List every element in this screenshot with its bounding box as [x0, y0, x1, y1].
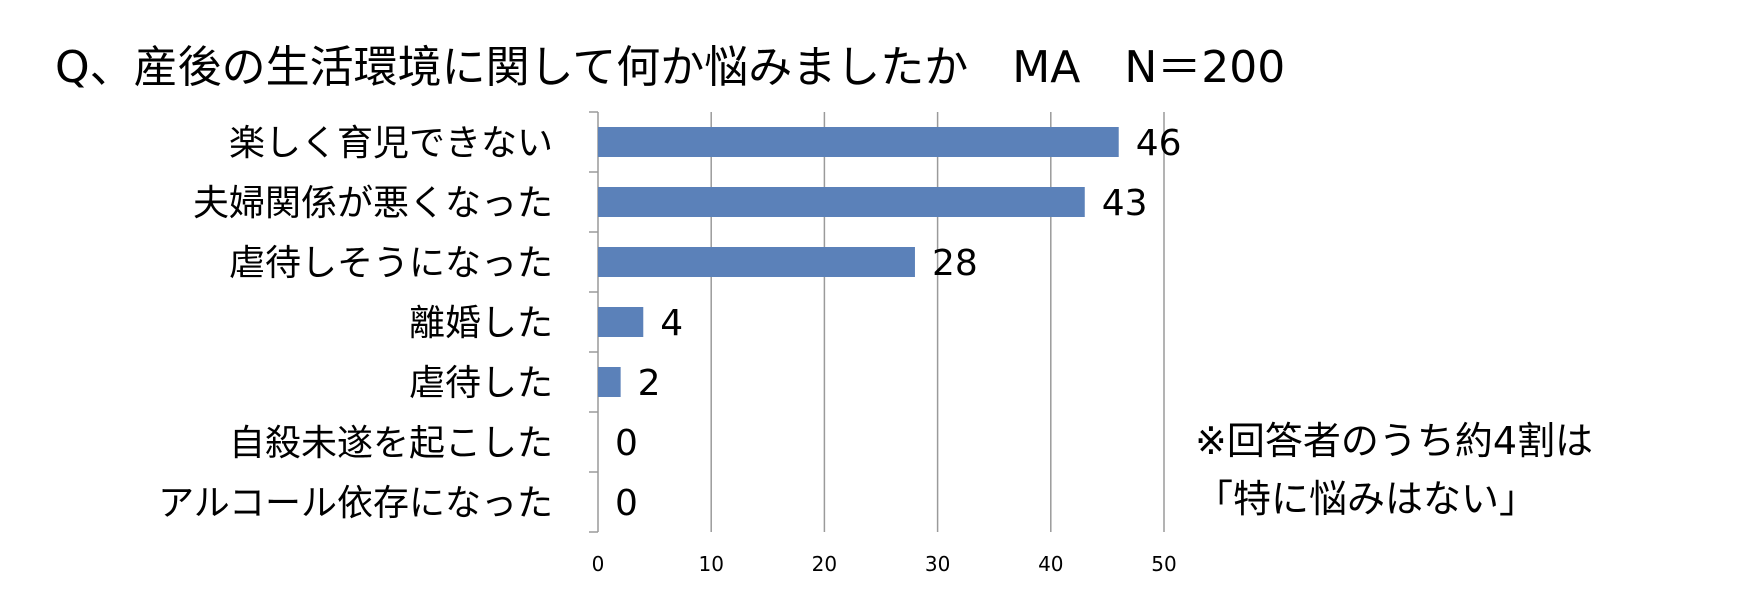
category-label: 自殺未遂を起こした [229, 423, 553, 464]
data-label: 0 [615, 423, 638, 464]
x-tick-label: 20 [812, 552, 837, 576]
chart-title: Q、産後の生活環境に関して何か悩みましたか MA N＝200 [55, 42, 1285, 93]
grid-lines [710, 112, 1165, 532]
data-label: 46 [1136, 123, 1182, 164]
bar [598, 307, 644, 337]
category-labels: 楽しく育児できない夫婦関係が悪くなった虐待しそうになった離婚した虐待した自殺未遂… [158, 123, 553, 524]
bar [598, 367, 621, 397]
note-line-1: ※回答者のうち約4割は [1195, 419, 1593, 463]
data-label: 43 [1102, 183, 1148, 224]
x-tick-label: 50 [1151, 552, 1176, 576]
note: ※回答者のうち約4割は 「特に悩みはない」 [1195, 419, 1593, 521]
axis-tick-labels: 0 10 20 30 40 50 [592, 552, 1177, 576]
x-tick-label: 30 [925, 552, 950, 576]
bars [598, 127, 1119, 397]
x-tick-label: 40 [1038, 552, 1063, 576]
category-label: 楽しく育児できない [229, 123, 553, 164]
bar [598, 127, 1119, 157]
data-label: 2 [638, 363, 661, 404]
category-label: アルコール依存になった [158, 483, 553, 524]
data-label: 4 [660, 303, 683, 344]
x-tick-label: 10 [698, 552, 723, 576]
data-label: 28 [932, 243, 978, 284]
note-line-2: 「特に悩みはない」 [1195, 477, 1537, 521]
category-label: 離婚した [409, 303, 553, 344]
data-label: 0 [615, 483, 638, 524]
x-tick-label: 0 [592, 552, 605, 576]
bar [598, 187, 1085, 217]
category-label: 虐待した [409, 363, 553, 404]
category-label: 夫婦関係が悪くなった [193, 183, 553, 224]
bar [598, 247, 915, 277]
category-label: 虐待しそうになった [229, 243, 553, 284]
value-axis [589, 111, 599, 533]
